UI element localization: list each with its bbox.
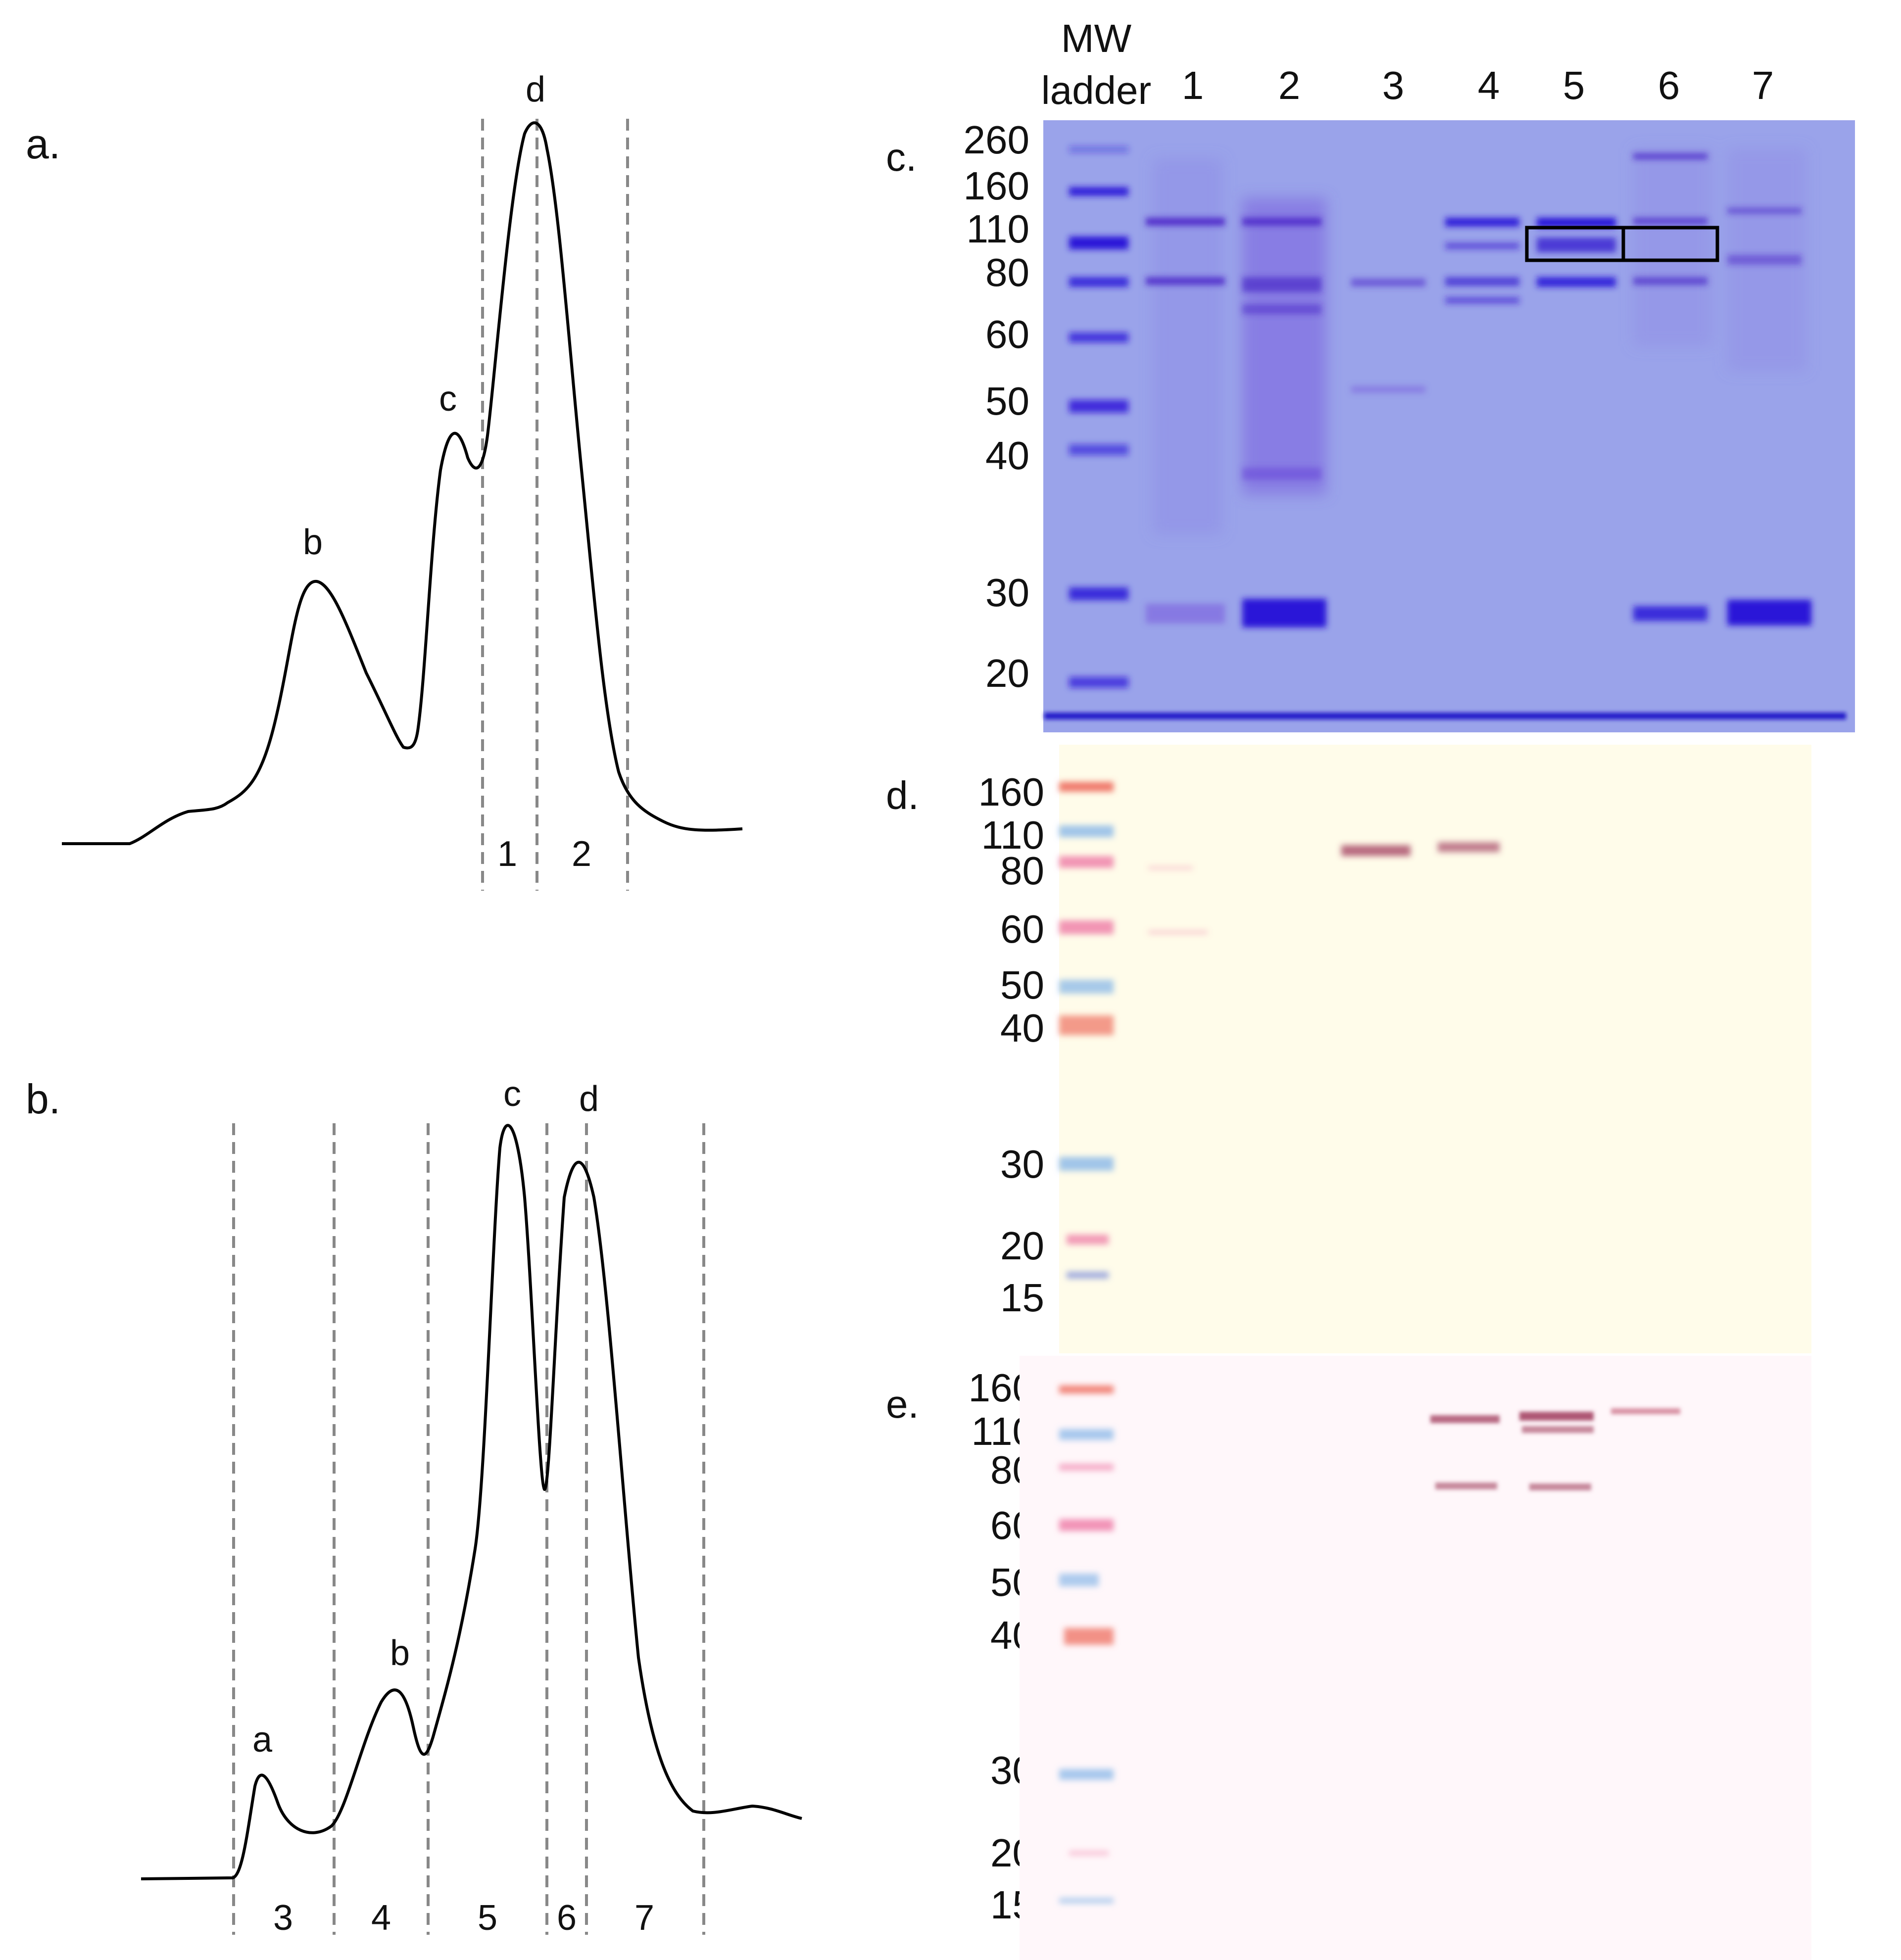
mw-ladder-label-line1: MW	[1061, 16, 1132, 60]
coomassie-bands	[1146, 153, 1811, 627]
panel-d-label: d.	[886, 773, 919, 817]
mw-marker: 20	[1000, 1224, 1044, 1268]
mw-marker: 50	[985, 379, 1029, 423]
peak-label: b	[303, 523, 323, 562]
fraction-label: 7	[634, 1898, 654, 1938]
panel-e: e. 160 110 80 60 50 40 30 20 15	[886, 1356, 1811, 1960]
peak-label: b	[390, 1633, 410, 1673]
blot-e-image	[1020, 1356, 1811, 1960]
lane-label: 5	[1563, 63, 1585, 107]
mw-marker: 160	[964, 164, 1029, 208]
mw-marker: 15	[1000, 1276, 1044, 1320]
mw-marker: 80	[985, 250, 1029, 294]
lane-label: 4	[1478, 63, 1500, 107]
mw-marker: 60	[1000, 907, 1044, 951]
peak-label: a	[252, 1720, 273, 1760]
mw-marker: 50	[1000, 963, 1044, 1007]
selection-boxes	[1525, 226, 1719, 262]
mw-marker: 30	[1000, 1142, 1044, 1186]
chromatogram-trace-b	[141, 1124, 802, 1880]
panel-a: a. b c d 1 2	[26, 70, 743, 891]
panel-b-label: b.	[26, 1076, 60, 1122]
panel-c-label: c.	[886, 135, 917, 179]
peak-label: c	[439, 379, 457, 419]
fraction-label: 3	[273, 1898, 293, 1938]
blot-d-image	[1059, 745, 1811, 1353]
fraction-label: 4	[371, 1898, 391, 1938]
fraction-dividers-b	[232, 1123, 705, 1935]
mw-marker: 110	[966, 207, 1029, 251]
blot-e-ladder	[1059, 1386, 1114, 1904]
panel-a-label: a.	[26, 121, 60, 167]
gel-header: MW ladder 1 2 3 4 5 6 7	[1041, 16, 1774, 112]
mw-ladder-label-line2: ladder	[1041, 68, 1151, 112]
panel-e-label: e.	[886, 1382, 919, 1426]
mw-marker: 30	[985, 571, 1029, 615]
mw-marker: 160	[978, 770, 1044, 814]
mw-marker: 60	[985, 312, 1029, 356]
lane-label: 6	[1658, 63, 1680, 107]
mw-marker: 40	[1000, 1006, 1044, 1050]
fraction-dividers-a	[481, 119, 629, 891]
panel-c-markers: 260 160 110 80 60 50 40 30 20	[964, 118, 1029, 695]
blot-e-bands	[1430, 1408, 1680, 1490]
lane-label: 1	[1182, 63, 1204, 107]
dye-front	[1044, 713, 1846, 719]
blot-d-ladder	[1059, 782, 1114, 1279]
panel-d: d. 160 110 80 60 50 40 30 20 15	[886, 745, 1811, 1353]
fraction-label: 2	[572, 834, 591, 874]
peak-label: c	[503, 1074, 521, 1114]
mw-marker: 40	[985, 433, 1029, 478]
peak-label: d	[526, 70, 545, 109]
blot-d-bands	[1148, 842, 1500, 934]
peak-label: d	[579, 1079, 599, 1119]
coomassie-ladder	[1069, 146, 1128, 688]
mw-marker: 20	[985, 651, 1029, 695]
panel-c: c. 260 160 110 80 60 50 40 30 20	[886, 118, 1855, 732]
mw-marker: 80	[1000, 849, 1044, 893]
mw-marker: 110	[981, 813, 1044, 857]
fraction-label: 1	[497, 834, 517, 874]
fraction-label: 5	[478, 1898, 497, 1938]
lane-label: 3	[1382, 63, 1405, 107]
panel-d-markers: 160 110 80 60 50 40 30 20 15	[978, 770, 1044, 1320]
lane-label: 2	[1278, 63, 1301, 107]
mw-marker: 260	[964, 118, 1029, 162]
fraction-label: 6	[557, 1898, 577, 1938]
chromatogram-trace-a	[62, 121, 743, 845]
panel-b: b. a b c d 3 4 5 6 7	[26, 1074, 802, 1938]
lane-label: 7	[1752, 63, 1774, 107]
